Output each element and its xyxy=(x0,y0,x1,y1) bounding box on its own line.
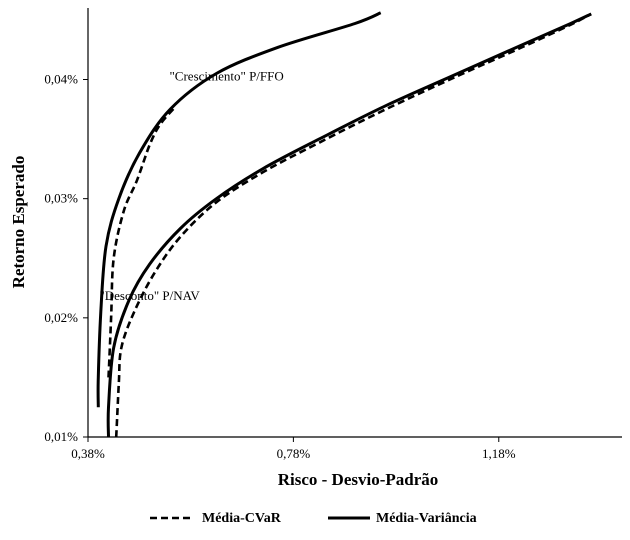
y-tick-label: 0,02% xyxy=(44,310,78,325)
x-tick-label: 0,38% xyxy=(71,446,105,461)
legend-label: Média-Variância xyxy=(376,511,477,526)
tick-labels: 0,01% 0,02% 0,03% 0,04% 0,38% 0,78% 1,18% xyxy=(44,72,515,462)
y-tick-label: 0,01% xyxy=(44,429,78,444)
annotation-label: "Desconto" P/NAV xyxy=(99,288,200,303)
series-line-dashed-1 xyxy=(107,106,177,378)
series-line-dashed-3 xyxy=(114,12,592,438)
x-tick-label: 1,18% xyxy=(482,446,516,461)
legend: Média-CVaR Média-Variância xyxy=(150,511,477,526)
series-line-solid-2 xyxy=(106,12,592,438)
y-tick-label: 0,03% xyxy=(44,191,78,206)
annotations: "Crescimento" P/FFO "Desconto" P/NAV xyxy=(99,69,283,303)
series-line-solid-0 xyxy=(96,11,382,408)
series-lines xyxy=(96,11,592,438)
y-axis-title: Retorno Esperado xyxy=(9,156,28,289)
annotation-label: "Crescimento" P/FFO xyxy=(170,69,284,84)
y-tick-label: 0,04% xyxy=(44,72,78,87)
axes xyxy=(87,8,622,438)
legend-label: Média-CVaR xyxy=(202,511,282,526)
x-tick-label: 0,78% xyxy=(277,446,311,461)
x-axis-title: Risco - Desvio-Padrão xyxy=(278,470,439,489)
